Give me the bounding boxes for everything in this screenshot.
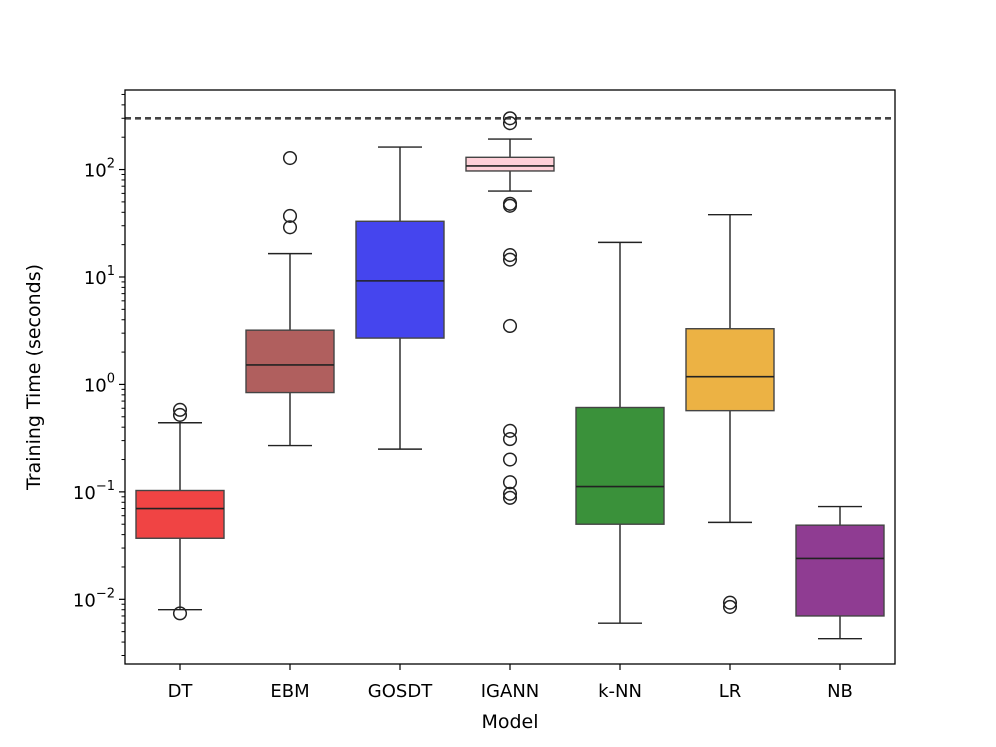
plot-area bbox=[125, 111, 895, 640]
box-group-k-nn bbox=[575, 241, 665, 624]
outlier-point bbox=[282, 220, 298, 235]
y-axis: 10−2 10−1 100 101 102 bbox=[73, 93, 125, 656]
outlier-point bbox=[502, 490, 518, 505]
box-group-dt bbox=[135, 402, 225, 621]
outlier-point bbox=[722, 599, 738, 614]
y-tick-label: 100 bbox=[84, 371, 115, 396]
y-tick-label: 10−2 bbox=[73, 586, 115, 611]
outlier-point bbox=[172, 402, 188, 417]
outlier-point bbox=[502, 318, 518, 334]
outlier-point bbox=[502, 116, 518, 131]
x-axis-label: Model bbox=[481, 711, 538, 733]
outlier-point bbox=[502, 111, 518, 126]
y-tick-label: 102 bbox=[84, 157, 115, 182]
box-group-ebm bbox=[245, 150, 335, 447]
outlier-point bbox=[502, 252, 518, 267]
y-axis-label: Training Time (seconds) bbox=[23, 264, 45, 491]
outlier-point bbox=[502, 423, 518, 438]
outlier-point bbox=[172, 407, 188, 422]
outlier-point bbox=[282, 208, 298, 223]
x-tick-label: IGANN bbox=[481, 681, 540, 702]
box-group-lr bbox=[685, 213, 775, 614]
box-iqr bbox=[135, 489, 225, 539]
outlier-point bbox=[502, 475, 518, 490]
outlier-point bbox=[282, 150, 298, 166]
box-iqr bbox=[245, 329, 335, 394]
outlier-point bbox=[502, 432, 518, 447]
x-tick-label: GOSDT bbox=[368, 681, 433, 702]
box-iqr bbox=[465, 156, 555, 172]
x-tick-label: k-NN bbox=[598, 681, 642, 702]
outlier-point bbox=[502, 452, 518, 467]
y-tick-label: 10−1 bbox=[73, 479, 115, 504]
y-tick-label: 101 bbox=[84, 264, 115, 289]
outlier-point bbox=[502, 248, 518, 263]
box-iqr bbox=[685, 328, 775, 412]
box-group-nb bbox=[795, 505, 885, 640]
box-iqr bbox=[355, 220, 445, 339]
outlier-point bbox=[172, 606, 188, 621]
outlier-point bbox=[502, 196, 518, 211]
outlier-point bbox=[722, 595, 738, 610]
box-group-igann bbox=[465, 111, 555, 505]
box-group-gosdt bbox=[355, 146, 445, 450]
x-tick-label: EBM bbox=[270, 681, 309, 702]
outlier-point bbox=[502, 486, 518, 501]
x-tick-label: LR bbox=[719, 681, 742, 702]
box-iqr bbox=[795, 524, 885, 617]
x-axis: DT EBM GOSDT IGANN k-NN LR NB bbox=[168, 664, 853, 702]
box-iqr bbox=[575, 406, 665, 525]
x-tick-label: DT bbox=[168, 681, 194, 702]
x-tick-label: NB bbox=[827, 681, 853, 702]
